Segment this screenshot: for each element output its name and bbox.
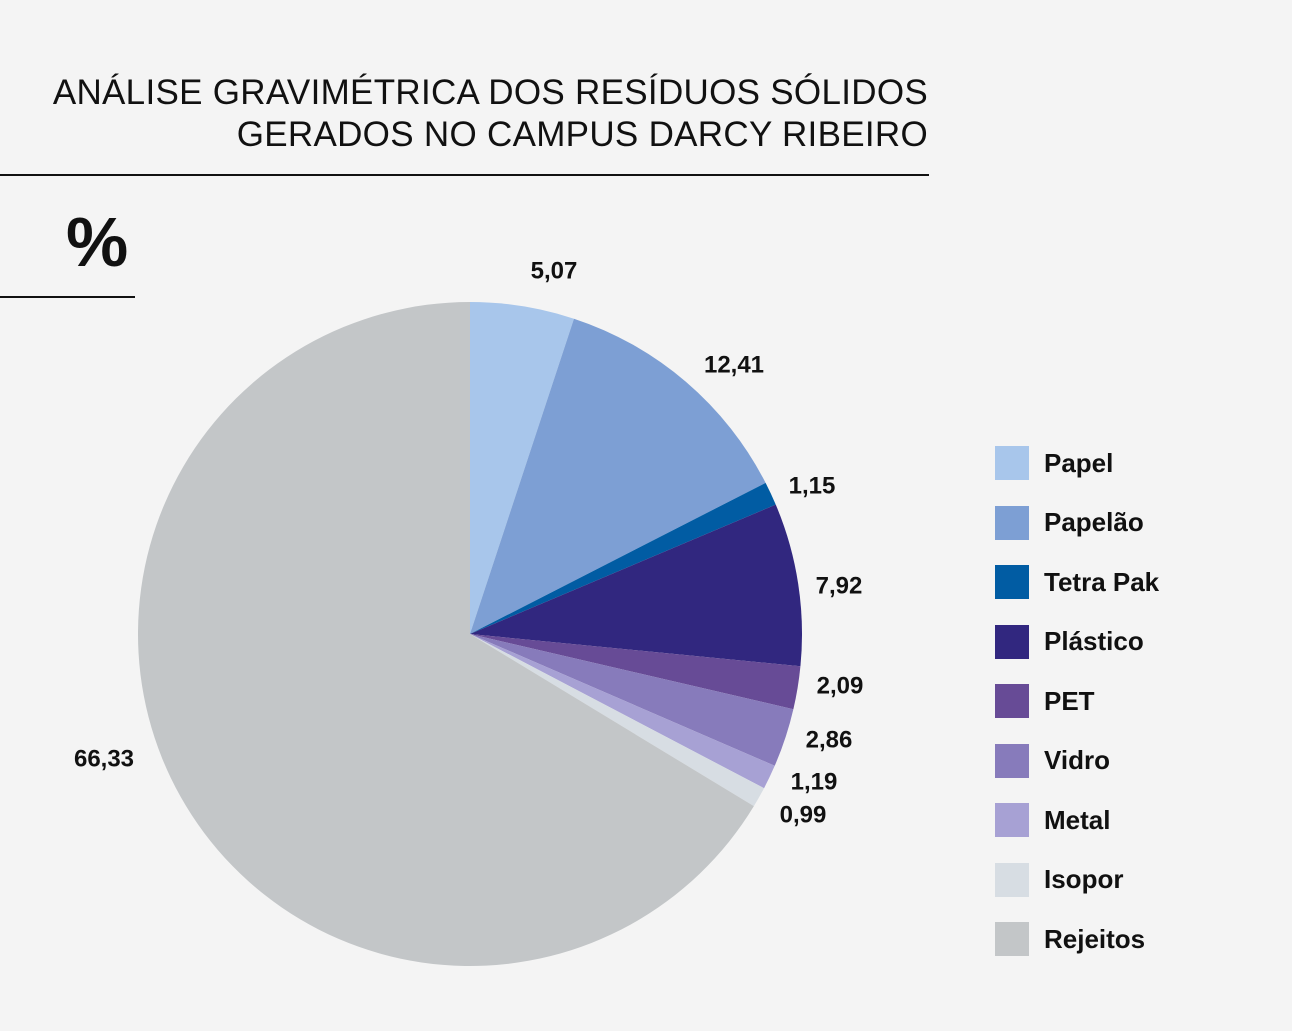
legend-swatch-rejeitos: [995, 922, 1029, 956]
data-label-rejeitos: 66,33: [74, 745, 134, 772]
data-label-pet: 2,09: [817, 672, 864, 699]
legend-item-papel: Papel: [995, 446, 1159, 480]
legend-swatch-vidro: [995, 743, 1029, 778]
title-divider: [0, 174, 929, 176]
legend-item-metal: Metal: [995, 803, 1159, 837]
pie-slice-papel: [470, 302, 574, 634]
legend-label-papel: Papel: [1044, 447, 1114, 478]
legend-swatch-tetra-pak: [995, 565, 1029, 599]
legend-label-vidro: Vidro: [1044, 745, 1110, 775]
legend-item-pl-stico: Plástico: [995, 624, 1159, 659]
pie-slice-vidro: [470, 634, 794, 766]
legend-label-papel-o: Papelão: [1044, 507, 1144, 537]
legend-swatch-isopor: [995, 862, 1029, 897]
data-label-pl-stico: 7,92: [816, 572, 863, 599]
data-label-metal: 1,19: [791, 768, 838, 795]
unit-divider: [0, 296, 135, 298]
unit-label: %: [66, 203, 129, 281]
data-label-papel-o: 12,41: [704, 351, 764, 378]
pie-slice-metal: [470, 634, 775, 789]
data-label-vidro: 2,86: [806, 726, 853, 753]
legend-swatch-pl-stico: [995, 624, 1029, 659]
pie-slice-isopor: [470, 634, 765, 807]
legend-item-vidro: Vidro: [995, 743, 1159, 778]
legend-label-pet: PET: [1044, 685, 1095, 716]
pie-slice-tetra-pak: [470, 482, 776, 634]
chart-title-line-1: ANÁLISE GRAVIMÉTRICA DOS RESÍDUOS SÓLIDO…: [52, 73, 928, 112]
data-label-papel: 5,07: [531, 257, 578, 284]
data-label-isopor: 0,99: [780, 801, 827, 828]
legend-label-metal: Metal: [1044, 804, 1111, 835]
legend-label-tetra-pak: Tetra Pak: [1044, 566, 1160, 597]
legend-label-rejeitos: Rejeitos: [1044, 923, 1146, 954]
legend-item-rejeitos: Rejeitos: [995, 922, 1159, 956]
legend-swatch-metal: [995, 803, 1029, 837]
pie-slice-pet: [470, 634, 801, 710]
legend-label-pl-stico: Plástico: [1044, 626, 1144, 656]
legend-item-isopor: Isopor: [995, 862, 1159, 897]
legend-label-isopor: Isopor: [1044, 864, 1124, 894]
pie-slice-pl-stico: [470, 504, 802, 667]
chart-title: ANÁLISE GRAVIMÉTRICA DOS RESÍDUOS SÓLIDO…: [0, 72, 928, 156]
pie-slice-rejeitos: [137, 302, 754, 967]
legend-item-papel-o: Papelão: [995, 505, 1159, 540]
legend-item-pet: PET: [995, 684, 1159, 718]
legend-swatch-papel: [995, 446, 1029, 480]
legend: Papel Papelão Tetra Pak Plástico PET Vidro Met…: [995, 446, 1159, 982]
chart-title-line-2: GERADOS NO CAMPUS DARCY RIBEIRO: [236, 115, 928, 154]
data-label-tetra-pak: 1,15: [789, 472, 836, 499]
legend-item-tetra-pak: Tetra Pak: [995, 565, 1159, 599]
legend-swatch-papel-o: [995, 505, 1029, 540]
pie-slice-papel-o: [470, 318, 766, 634]
legend-swatch-pet: [995, 684, 1029, 718]
